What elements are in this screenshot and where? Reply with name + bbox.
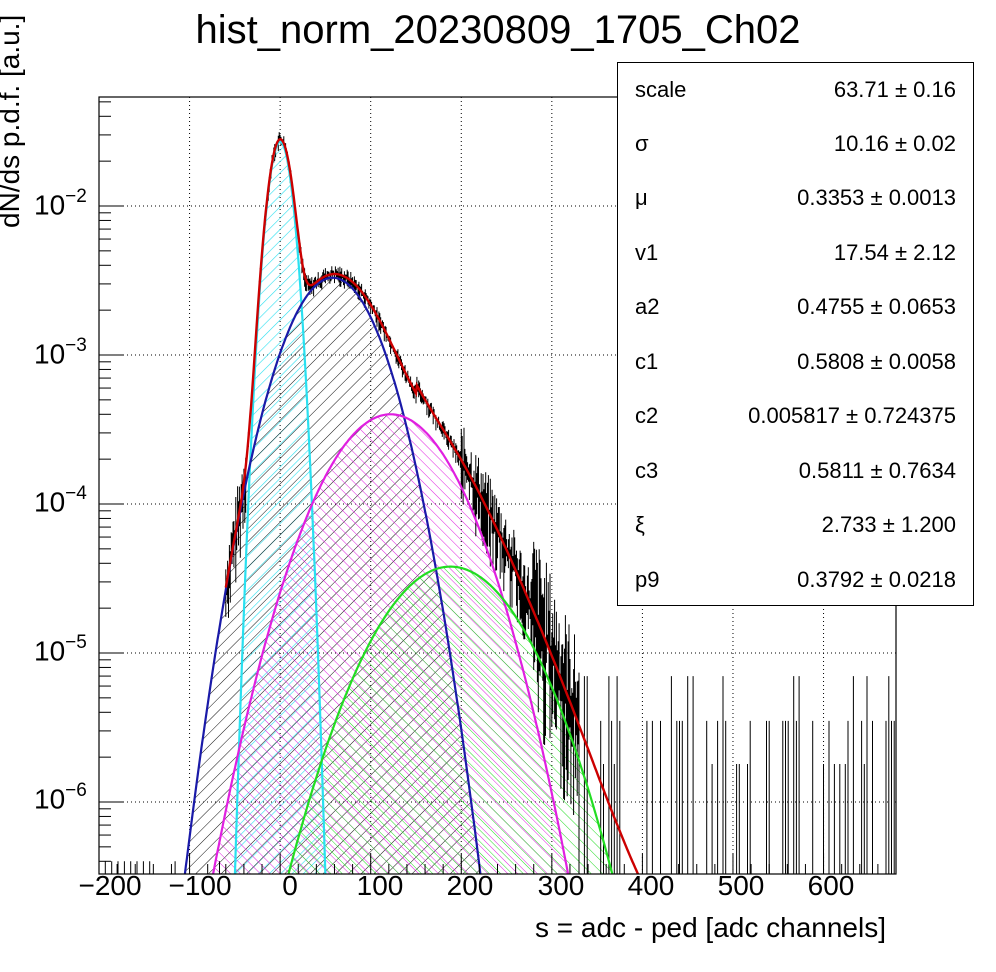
- stat-name: c2: [635, 403, 659, 428]
- x-tick-label: 500: [717, 870, 765, 901]
- fit-statistics-box: scale 63.71 ± 0.16 σ 10.16 ± 0.02 μ 0.3353 …: [617, 62, 974, 606]
- stat-value: 0.5811 ± 0.7634: [798, 458, 956, 483]
- x-tick-label: 100: [356, 870, 404, 901]
- x-tick-label: 400: [627, 870, 675, 901]
- y-axis-label: dN/ds p.d.f. [a.u.]: [0, 14, 25, 228]
- stat-row: a2 0.4755 ± 0.0653: [618, 280, 973, 334]
- stat-name: c3: [635, 458, 659, 483]
- stat-name: a2: [635, 294, 660, 319]
- y-tick-label: 10−5: [34, 632, 87, 667]
- stat-name: μ: [635, 185, 648, 210]
- stat-value: 63.71 ± 0.16: [833, 77, 956, 102]
- stat-value: 0.3353 ± 0.0013: [797, 185, 956, 210]
- stat-value: 0.3792 ± 0.0218: [797, 567, 956, 592]
- x-tick-label: −100: [168, 870, 232, 901]
- x-tick-label: 0: [282, 870, 298, 901]
- y-tick-label: 10−2: [34, 186, 87, 221]
- stat-value: 0.4755 ± 0.0653: [797, 294, 956, 319]
- stat-name: ξ: [635, 512, 645, 537]
- total-fit-curve: [224, 137, 640, 874]
- x-tick-label: 200: [446, 870, 494, 901]
- stat-value: 2.733 ± 1.200: [821, 512, 956, 537]
- stat-row: c1 0.5808 ± 0.0058: [618, 335, 973, 389]
- stat-name: c1: [635, 349, 659, 374]
- x-axis-label: s = adc - ped [adc channels]: [535, 912, 886, 943]
- stat-value: 17.54 ± 2.12: [833, 240, 956, 265]
- y-tick-label: 10−6: [34, 780, 87, 815]
- stat-row: p9 0.3792 ± 0.0218: [618, 553, 973, 607]
- stat-name: σ: [635, 131, 649, 156]
- stat-row: c2 0.005817 ± 0.724375: [618, 389, 973, 443]
- stat-value: 0.005817 ± 0.724375: [748, 403, 956, 428]
- component-curve: [233, 140, 327, 874]
- component-curve: [211, 413, 570, 874]
- stat-value: 0.5808 ± 0.0058: [797, 349, 956, 374]
- stat-row: ξ 2.733 ± 1.200: [618, 498, 973, 552]
- stat-row: scale 63.71 ± 0.16: [618, 63, 973, 117]
- component-curve: [287, 565, 614, 874]
- x-tick-label: −200: [78, 870, 142, 901]
- stat-row: c3 0.5811 ± 0.7634: [618, 444, 973, 498]
- x-tick-label: 300: [537, 870, 585, 901]
- component-fill: [288, 566, 613, 874]
- chart-title: hist_norm_20230809_1705_Ch02: [195, 8, 801, 52]
- stat-value: 10.16 ± 0.02: [833, 131, 956, 156]
- stat-name: p9: [635, 567, 660, 592]
- stat-row: μ 0.3353 ± 0.0013: [618, 171, 973, 225]
- x-tick-label: 600: [807, 870, 855, 901]
- stat-name: v1: [635, 240, 659, 265]
- stat-row: σ 10.16 ± 0.02: [618, 117, 973, 171]
- stat-row: v1 17.54 ± 2.12: [618, 226, 973, 280]
- y-tick-label: 10−4: [34, 483, 87, 518]
- y-tick-label: 10−3: [34, 335, 87, 370]
- stat-name: scale: [635, 77, 687, 102]
